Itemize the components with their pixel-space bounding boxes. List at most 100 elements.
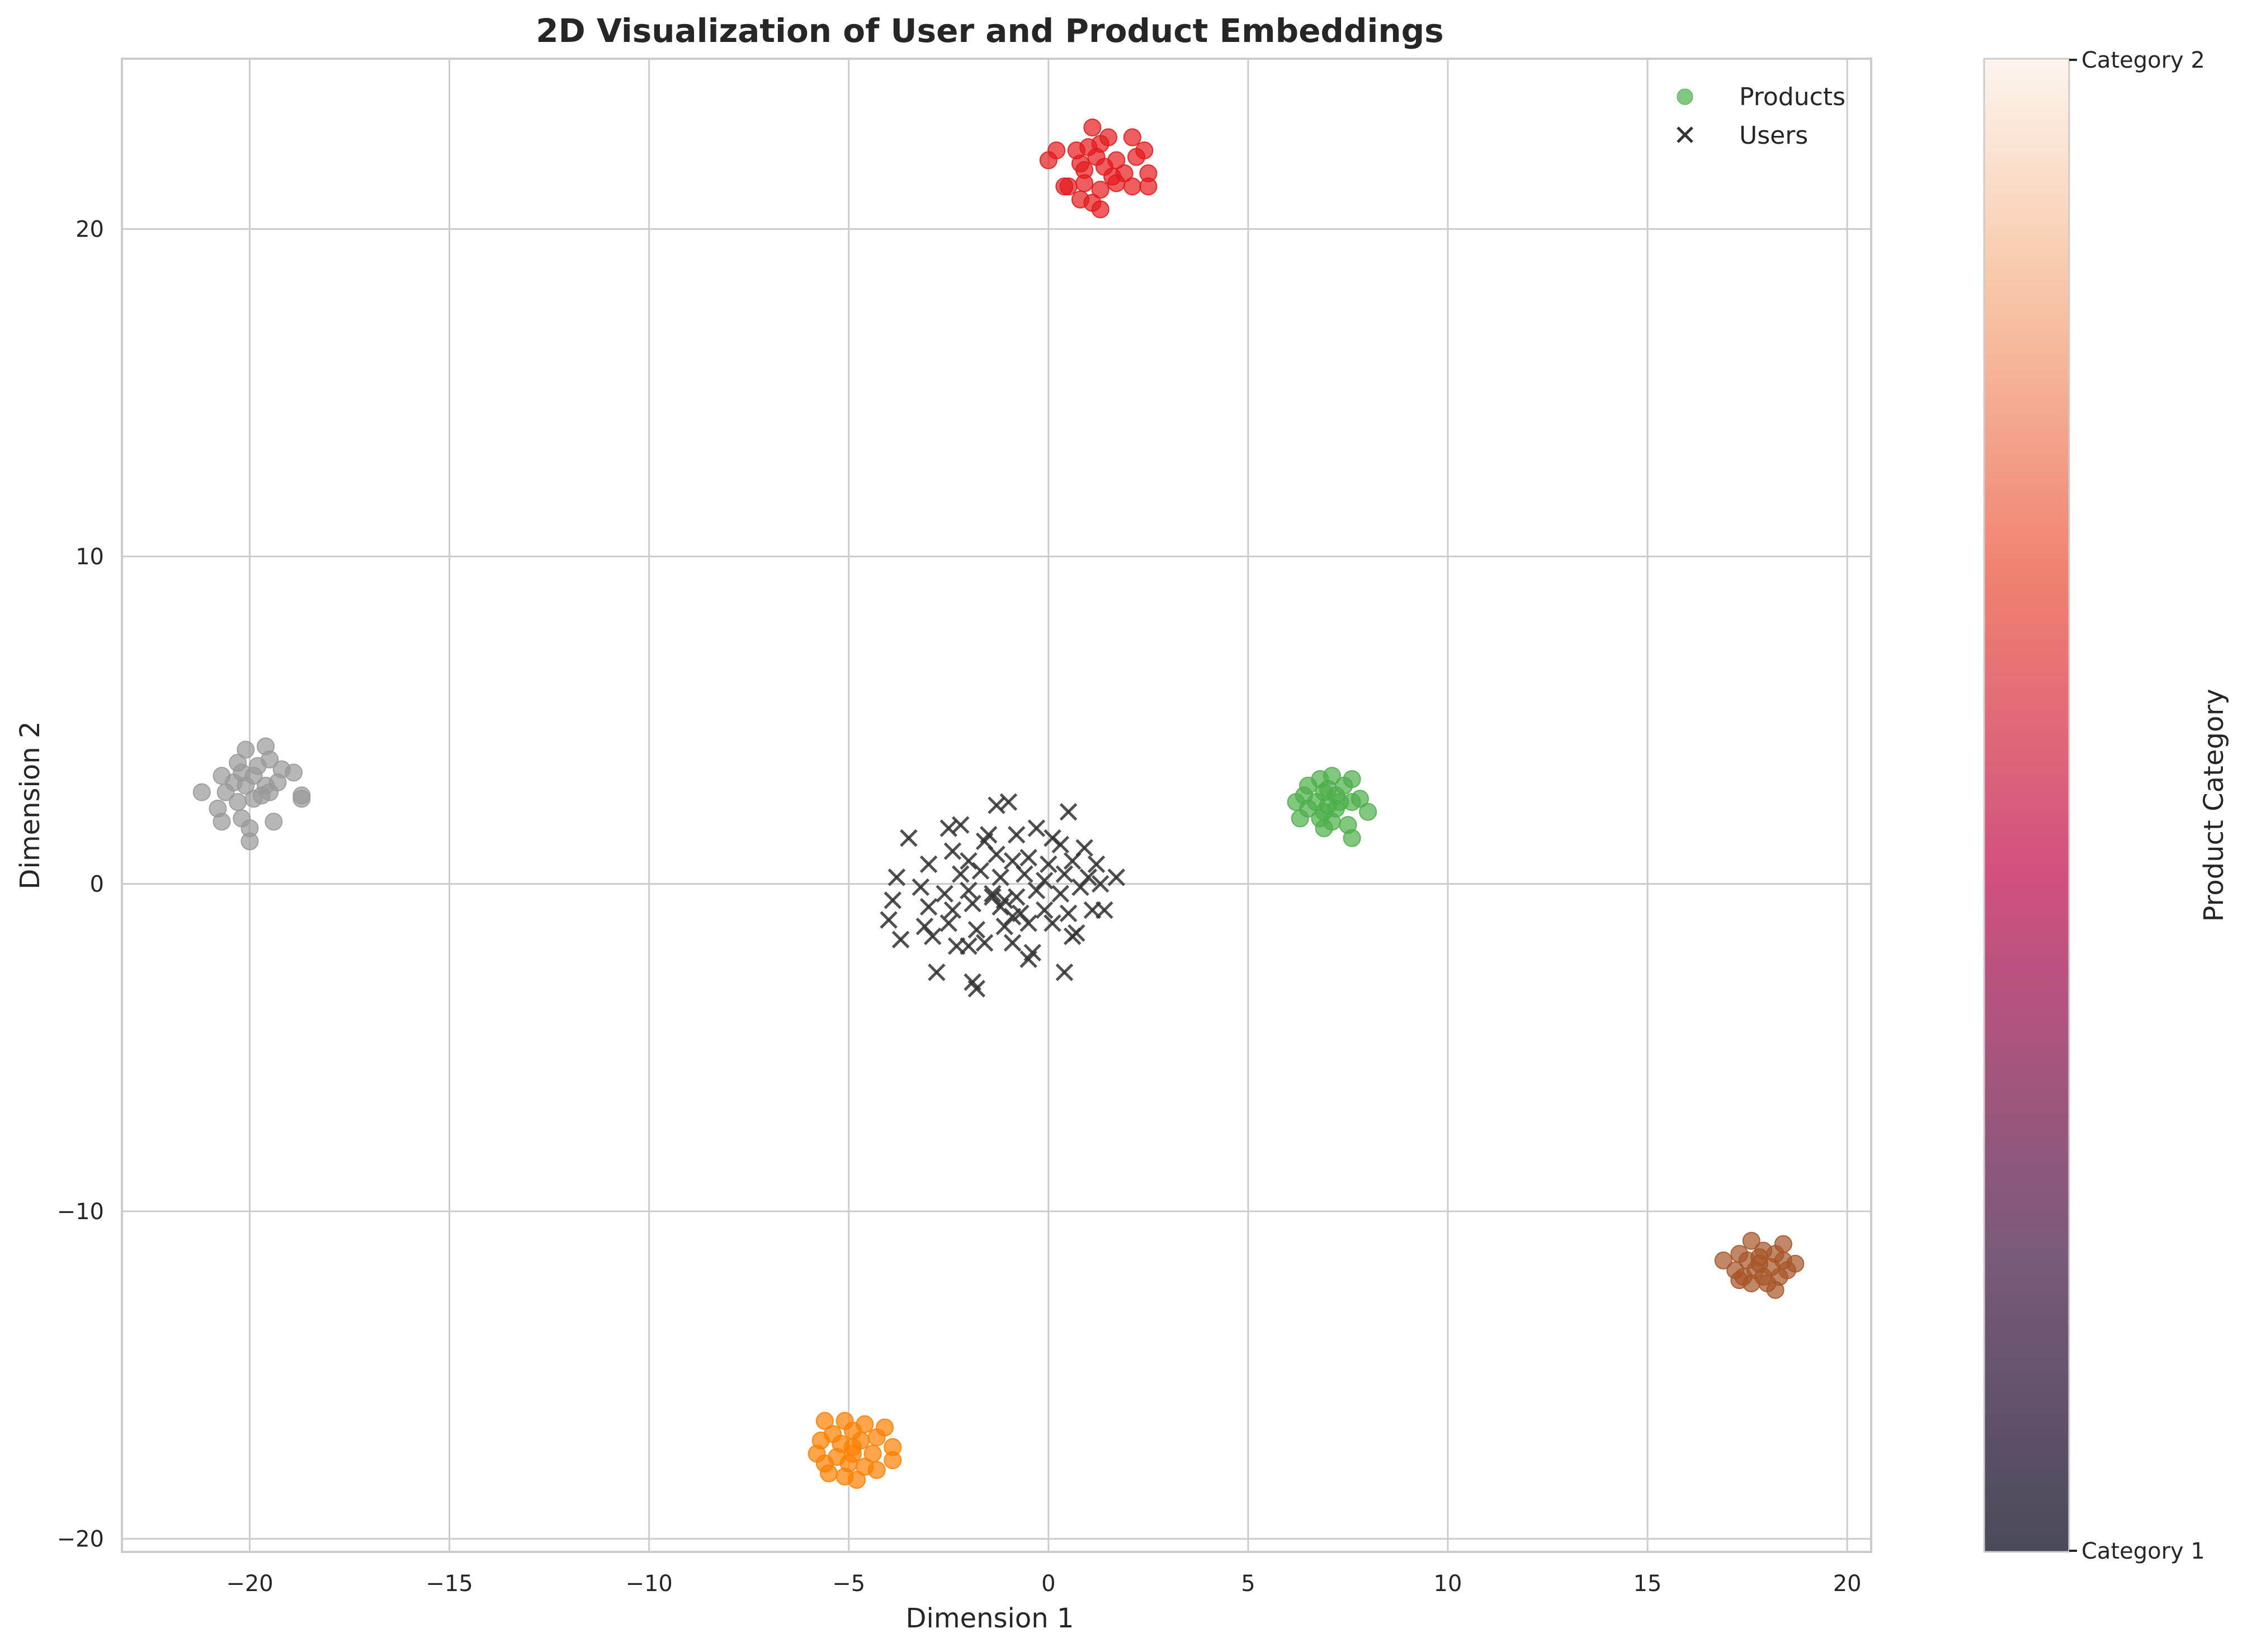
product-point	[1059, 177, 1078, 196]
user-point	[1091, 875, 1110, 893]
x-tick-label: 15	[1633, 1571, 1662, 1597]
user-point	[1096, 901, 1113, 919]
product-point	[1103, 167, 1122, 186]
user-point	[943, 901, 962, 919]
y-tick-label: 20	[75, 216, 104, 242]
user-point-stroke	[951, 865, 970, 883]
x-tick-label: 20	[1833, 1571, 1862, 1597]
user-point	[1055, 963, 1074, 981]
product-point	[1075, 174, 1094, 192]
user-point-stroke	[1027, 881, 1046, 900]
product-point	[884, 1451, 902, 1470]
user-point	[928, 963, 946, 981]
product-point	[192, 783, 211, 801]
product-point	[1730, 1271, 1749, 1290]
legend-users-label: Users	[1739, 121, 1808, 150]
user-point-stroke	[1063, 927, 1082, 945]
user-point	[1003, 934, 1022, 952]
product-point	[815, 1412, 834, 1430]
user-point-stroke	[964, 973, 981, 991]
user-point	[1019, 950, 1037, 968]
user-point-stroke	[1051, 836, 1070, 854]
user-point	[992, 869, 1009, 886]
legend-products-marker	[1677, 88, 1693, 105]
product-point	[1766, 1281, 1784, 1299]
product-point	[1139, 177, 1158, 196]
product-point	[1750, 1248, 1769, 1267]
user-point-stroke	[1059, 803, 1078, 821]
product-point	[1742, 1231, 1760, 1250]
user-point-stroke	[975, 934, 994, 952]
x-tick-label: −10	[625, 1571, 672, 1597]
user-point-stroke	[1040, 855, 1057, 874]
x-tick-label: 5	[1241, 1571, 1255, 1597]
legend: Products Users	[1677, 83, 1845, 150]
product-point	[237, 740, 255, 759]
user-point-stroke	[1091, 875, 1110, 893]
user-point-stroke	[1087, 855, 1106, 874]
colorbar-tick-bottom: Category 1	[2081, 1538, 2205, 1564]
user-point	[936, 885, 953, 903]
user-point	[1027, 881, 1046, 900]
user-point-stroke	[1055, 865, 1074, 883]
product-point	[848, 1471, 866, 1489]
user-point-stroke	[1007, 888, 1026, 906]
user-point-stroke	[1059, 904, 1078, 922]
user-point-stroke	[1071, 878, 1089, 896]
product-point	[867, 1461, 886, 1479]
product-point	[213, 813, 231, 831]
user-point	[1019, 914, 1037, 932]
user-point-stroke	[1044, 914, 1061, 932]
user-point	[880, 911, 898, 929]
user-point-stroke	[988, 796, 1005, 814]
user-point-stroke	[960, 881, 978, 900]
user-point-stroke	[1063, 852, 1082, 870]
user-point-stroke	[988, 846, 1005, 863]
user-point-stroke	[1051, 885, 1070, 903]
product-point	[285, 763, 303, 782]
user-point-stroke	[915, 917, 934, 936]
user-point-stroke	[984, 885, 1002, 903]
user-point	[923, 927, 942, 945]
product-point	[1079, 138, 1098, 157]
user-point-stroke	[967, 980, 986, 998]
user-point-stroke	[1003, 908, 1022, 926]
user-point-stroke	[919, 855, 938, 874]
y-tick-label: 0	[90, 872, 104, 898]
user-point	[891, 931, 910, 948]
user-point-stroke	[1016, 865, 1033, 883]
user-point	[939, 914, 958, 932]
user-point	[1063, 927, 1082, 945]
user-point	[1035, 901, 1054, 919]
user-point	[939, 819, 958, 837]
product-point	[820, 1464, 838, 1483]
product-point	[224, 773, 243, 792]
product-point	[292, 790, 311, 808]
product-point	[1039, 151, 1057, 169]
user-point	[1044, 914, 1061, 932]
user-point-stroke	[1096, 901, 1113, 919]
data-points	[192, 118, 1805, 1489]
user-point-stroke	[1019, 950, 1037, 968]
user-point-stroke	[1007, 825, 1026, 844]
user-point	[1016, 865, 1033, 883]
x-tick-label: 0	[1041, 1571, 1055, 1597]
y-axis-label: Dimension 2	[15, 721, 46, 890]
product-point	[1359, 803, 1377, 821]
user-point-stroke	[943, 842, 962, 860]
user-point	[900, 829, 918, 847]
user-point-stroke	[1055, 963, 1074, 981]
user-point	[999, 793, 1018, 811]
user-point	[1055, 865, 1074, 883]
user-point	[1051, 885, 1070, 903]
y-tick-label: −20	[57, 1527, 104, 1552]
legend-products-label: Products	[1739, 83, 1845, 111]
user-point-stroke	[984, 888, 1002, 906]
user-point-stroke	[928, 963, 946, 981]
user-point	[960, 881, 978, 900]
product-point	[1343, 770, 1361, 789]
user-point-stroke	[960, 852, 978, 870]
product-point	[1291, 809, 1309, 828]
user-point-stroke	[912, 878, 930, 896]
user-point-stroke	[1107, 869, 1126, 886]
